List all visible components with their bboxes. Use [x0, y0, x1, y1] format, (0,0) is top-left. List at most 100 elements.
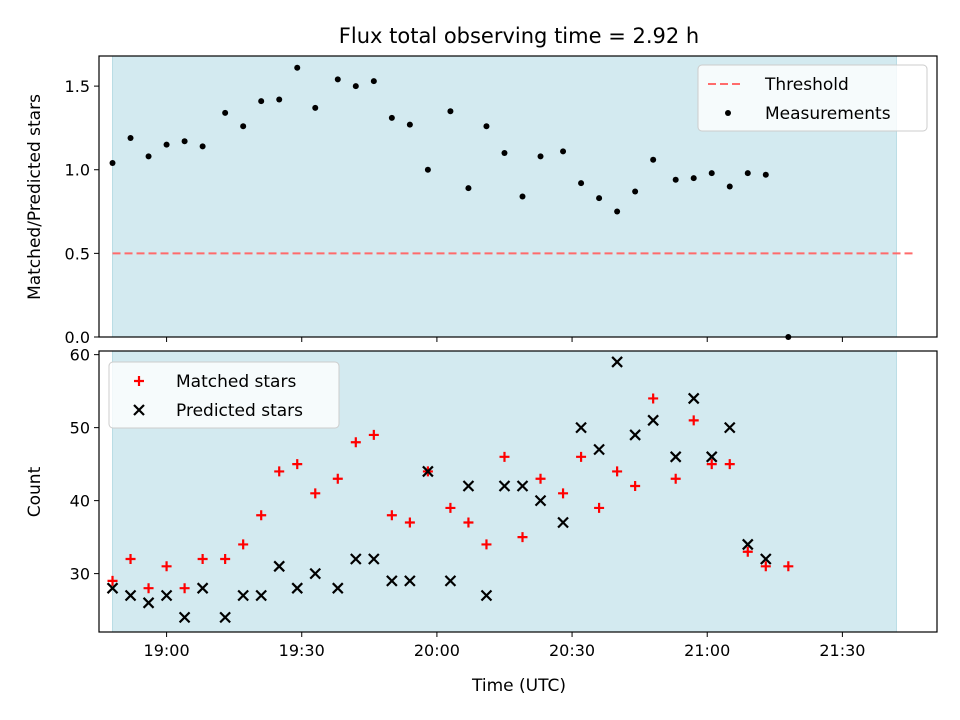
data-point — [276, 96, 283, 103]
legend-swatch — [133, 404, 145, 416]
data-point — [519, 193, 526, 200]
matched-point — [220, 554, 231, 565]
count-marks — [106, 356, 794, 624]
matched-point — [256, 510, 267, 521]
data-point — [762, 171, 769, 178]
predicted-point — [332, 582, 344, 594]
predicted-point — [669, 451, 682, 463]
predicted-point — [273, 560, 285, 573]
ratio-legend: Threshold Measurements — [697, 64, 928, 132]
data-point — [424, 166, 431, 173]
matched-point — [670, 473, 681, 484]
matched-point — [558, 488, 569, 499]
matched-point — [161, 561, 172, 572]
data-point — [258, 98, 265, 105]
data-point — [406, 121, 413, 128]
matched-point — [238, 539, 249, 550]
data-point — [294, 64, 301, 71]
predicted-point — [404, 575, 416, 587]
data-point — [501, 150, 508, 157]
predicted-point — [106, 582, 119, 594]
data-point — [145, 153, 152, 160]
predicted-point — [516, 480, 529, 492]
data-point — [312, 104, 319, 111]
matched-point — [274, 466, 285, 477]
chart-title: Flux total observing time = 2.92 h — [339, 24, 699, 48]
data-point — [744, 170, 751, 177]
ratio-panel: 0.0 0.5 1.0 1.5 Matched/Predicted stars Thr… — [25, 55, 938, 347]
predicted-point — [705, 451, 718, 463]
x-tick-label: 20:30 — [549, 641, 595, 660]
matched-point — [630, 481, 641, 492]
predicted-point — [291, 582, 304, 594]
data-point — [352, 83, 359, 90]
data-point — [447, 108, 454, 115]
predicted-point — [196, 582, 209, 594]
predicted-point — [480, 589, 493, 602]
matched-point — [535, 473, 546, 484]
count-legend: Matched stars Predicted stars — [108, 361, 340, 429]
legend-box — [108, 361, 340, 429]
predicted-point — [629, 429, 641, 441]
ratio-marks — [109, 64, 915, 340]
data-point — [596, 195, 603, 202]
matched-point — [612, 466, 623, 477]
data-point — [614, 208, 621, 215]
predicted-point — [593, 443, 605, 456]
y-tick-label: 1.5 — [65, 77, 90, 96]
predicted-point — [422, 465, 434, 478]
predicted-point — [160, 589, 173, 602]
predicted-point — [350, 553, 362, 565]
predicted-point — [687, 392, 700, 405]
data-point — [181, 138, 188, 145]
predicted-point — [647, 414, 659, 427]
data-point — [370, 78, 377, 85]
count-panel: 30 40 50 60 19:00 19:30 20:00 20:30 21:00 21:30 C… — [25, 346, 938, 660]
data-point — [537, 153, 544, 160]
data-point — [109, 160, 116, 167]
data-point — [483, 123, 490, 130]
ratio-axes: 0.0 0.5 1.0 1.5 — [65, 77, 843, 347]
matched-point — [576, 451, 587, 462]
predicted-point — [498, 480, 511, 492]
matched-point — [107, 575, 118, 586]
predicted-point — [142, 597, 155, 609]
matched-point — [445, 502, 456, 513]
legend-swatch — [725, 110, 731, 116]
data-point — [222, 109, 229, 116]
predicted-point — [386, 575, 398, 587]
y-tick-label: 50 — [70, 419, 90, 438]
data-point — [726, 183, 733, 190]
predicted-point — [462, 480, 475, 492]
data-point — [199, 143, 206, 150]
data-point — [240, 123, 247, 130]
matched-point — [742, 546, 753, 557]
matched-point — [517, 532, 528, 543]
x-tick-label: 21:30 — [819, 641, 865, 660]
matched-point — [125, 554, 136, 565]
predicted-point — [178, 611, 191, 624]
legend-label: Measurements — [765, 104, 891, 124]
data-point — [690, 175, 697, 182]
predicted-point — [255, 589, 267, 602]
matched-point — [648, 393, 659, 404]
predicted-point — [575, 421, 587, 434]
data-point — [388, 114, 395, 121]
predicted-point — [237, 589, 249, 602]
legend-label: Matched stars — [176, 372, 296, 392]
legend-swatch — [134, 376, 144, 386]
matched-point — [724, 459, 735, 470]
matched-point — [197, 554, 208, 565]
data-point — [334, 76, 341, 83]
legend-label: Threshold — [764, 75, 849, 95]
predicted-point — [124, 589, 137, 602]
legend-box — [697, 64, 928, 132]
data-point — [708, 170, 715, 177]
predicted-point — [444, 575, 457, 587]
matched-point — [143, 583, 154, 594]
y-tick-label: 0.0 — [65, 328, 90, 347]
data-point — [650, 156, 657, 163]
matched-point — [332, 473, 343, 484]
data-point — [632, 188, 639, 195]
